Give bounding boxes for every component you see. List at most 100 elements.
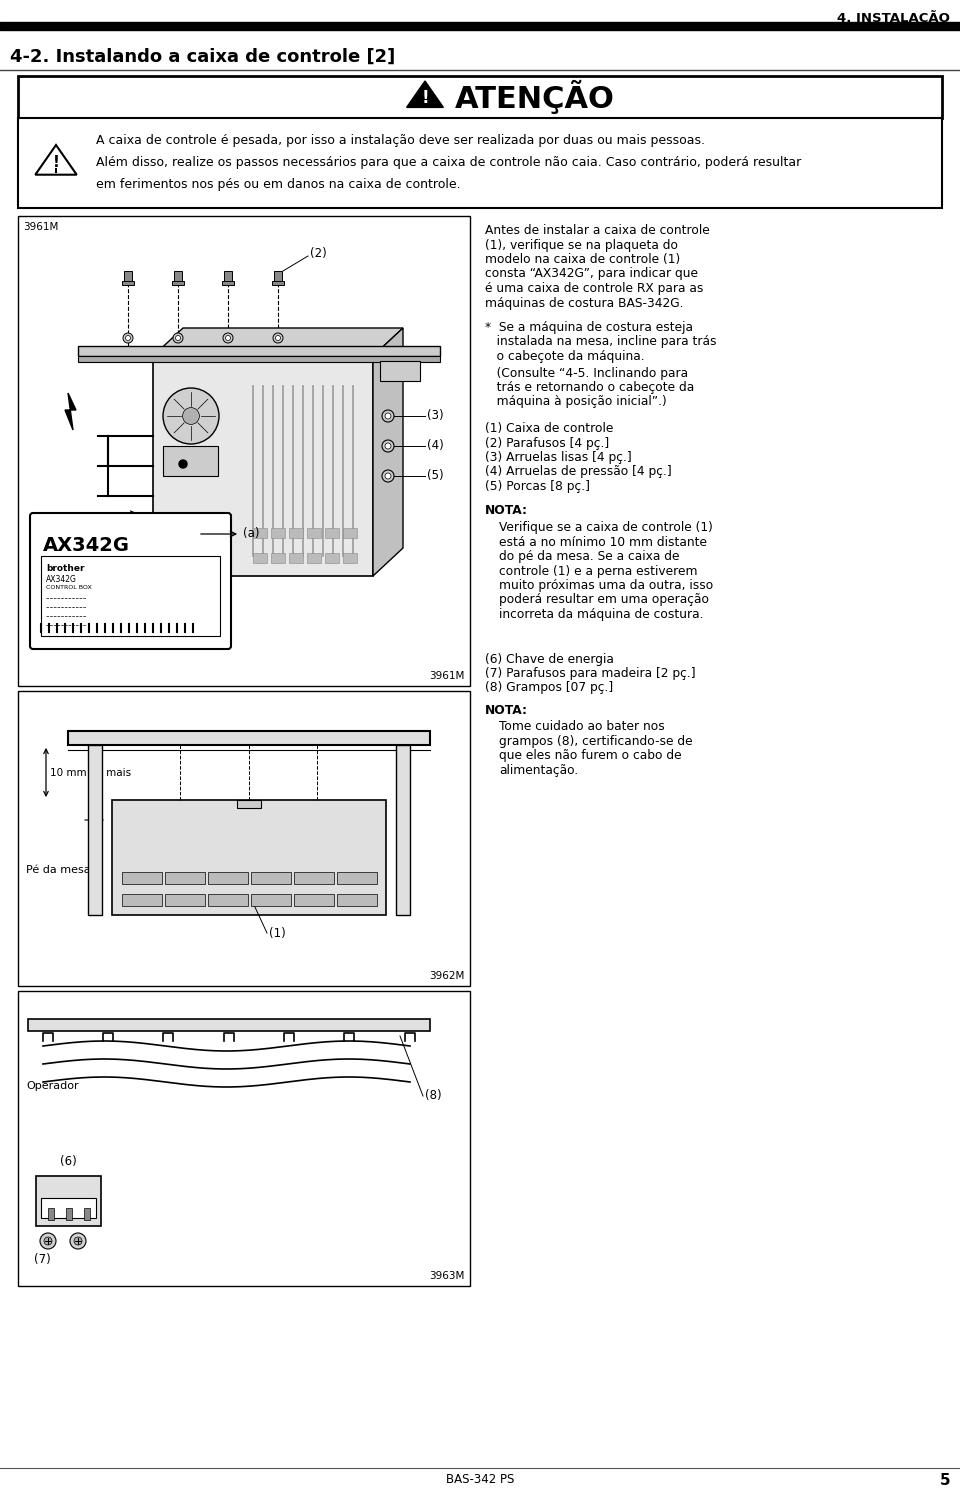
Bar	[122, 872, 162, 884]
Text: máquinas de costura BAS-342G.: máquinas de costura BAS-342G.	[485, 297, 684, 310]
Text: (3): (3)	[427, 410, 444, 422]
Bar	[48, 1208, 54, 1220]
Bar	[124, 271, 132, 283]
Bar	[271, 528, 285, 538]
Text: o cabeçote da máquina.: o cabeçote da máquina.	[485, 350, 644, 362]
Bar	[251, 872, 291, 884]
Text: está a no mínimo 10 mm distante: está a no mínimo 10 mm distante	[499, 535, 707, 549]
Bar	[271, 553, 285, 564]
Text: instalada na mesa, incline para trás: instalada na mesa, incline para trás	[485, 335, 716, 349]
Text: (6): (6)	[60, 1156, 77, 1167]
Bar	[294, 872, 334, 884]
Text: (7): (7)	[34, 1252, 51, 1266]
Text: AX342G: AX342G	[46, 576, 77, 584]
Text: NOTA:: NOTA:	[485, 504, 528, 517]
Text: Operador: Operador	[26, 1081, 79, 1091]
Circle shape	[276, 335, 280, 340]
Text: poderá resultar em uma operação: poderá resultar em uma operação	[499, 593, 709, 607]
Bar	[325, 553, 339, 564]
Text: 5: 5	[940, 1473, 950, 1488]
Text: Verifique se a caixa de controle (1): Verifique se a caixa de controle (1)	[499, 520, 713, 534]
Bar	[165, 895, 205, 907]
Text: máquina à posição inicial”.): máquina à posição inicial”.)	[485, 395, 667, 409]
Text: (Consulte “4-5. Inclinando para: (Consulte “4-5. Inclinando para	[485, 367, 688, 380]
Bar	[18, 118, 942, 209]
Bar	[78, 346, 440, 356]
Bar	[222, 280, 234, 285]
Text: 4-2. Instalando a caixa de controle [2]: 4-2. Instalando a caixa de controle [2]	[10, 48, 396, 66]
Text: (4) Arruelas de pressão [4 pç.]: (4) Arruelas de pressão [4 pç.]	[485, 465, 672, 479]
Bar	[88, 746, 102, 915]
Bar	[274, 271, 282, 283]
FancyBboxPatch shape	[30, 513, 231, 649]
Text: (2) Parafusos [4 pç.]: (2) Parafusos [4 pç.]	[485, 437, 610, 449]
Polygon shape	[65, 394, 76, 429]
Polygon shape	[407, 81, 444, 107]
Bar	[66, 1208, 72, 1220]
Circle shape	[182, 407, 200, 425]
Bar	[112, 801, 386, 915]
Bar	[28, 1018, 430, 1030]
Text: Antes de instalar a caixa de controle: Antes de instalar a caixa de controle	[485, 224, 709, 237]
Circle shape	[385, 443, 391, 449]
Bar	[41, 1197, 96, 1218]
Bar	[122, 280, 134, 285]
Bar	[18, 992, 470, 1287]
Bar	[396, 746, 410, 915]
Text: (4): (4)	[427, 440, 444, 452]
Polygon shape	[373, 328, 403, 576]
Text: muito próximas uma da outra, isso: muito próximas uma da outra, isso	[499, 579, 713, 592]
Bar	[18, 690, 470, 986]
Circle shape	[226, 335, 230, 340]
Text: grampos (8), certificando-se de: grampos (8), certificando-se de	[499, 735, 692, 748]
Text: AX342G: AX342G	[43, 535, 130, 555]
Bar	[253, 528, 267, 538]
Bar	[294, 895, 334, 907]
Bar	[251, 895, 291, 907]
Circle shape	[273, 332, 283, 343]
Text: (5) Porcas [8 pç.]: (5) Porcas [8 pç.]	[485, 480, 590, 494]
Bar	[174, 271, 182, 283]
Bar	[68, 731, 430, 746]
Bar	[325, 528, 339, 538]
Bar	[41, 556, 220, 637]
Circle shape	[382, 470, 394, 482]
Circle shape	[385, 413, 391, 419]
Text: em ferimentos nos pés ou em danos na caixa de controle.: em ferimentos nos pés ou em danos na cai…	[96, 177, 461, 191]
Bar	[307, 528, 321, 538]
Text: 3961M: 3961M	[430, 671, 465, 681]
Text: BAS-342 PS: BAS-342 PS	[445, 1473, 515, 1487]
Text: (7) Parafusos para madeira [2 pç.]: (7) Parafusos para madeira [2 pç.]	[485, 666, 696, 680]
Bar	[153, 356, 373, 576]
Text: do pé da mesa. Se a caixa de: do pé da mesa. Se a caixa de	[499, 550, 680, 564]
Text: 3962M: 3962M	[430, 971, 465, 981]
Text: NOTA:: NOTA:	[485, 704, 528, 717]
Bar	[208, 895, 248, 907]
Circle shape	[74, 1238, 82, 1245]
Text: !: !	[421, 89, 429, 107]
Bar	[163, 446, 218, 476]
Text: que eles não furem o cabo de: que eles não furem o cabo de	[499, 750, 682, 762]
Text: 3961M: 3961M	[23, 222, 59, 233]
Text: (1), verifique se na plaqueta do: (1), verifique se na plaqueta do	[485, 239, 678, 252]
Bar	[380, 361, 420, 382]
Bar	[165, 872, 205, 884]
Text: 3963M: 3963M	[430, 1270, 465, 1281]
Circle shape	[173, 332, 183, 343]
Text: (6) Chave de energia: (6) Chave de energia	[485, 653, 613, 665]
Text: ATENÇÃO: ATENÇÃO	[455, 81, 614, 115]
Text: trás e retornando o cabeçote da: trás e retornando o cabeçote da	[485, 382, 694, 394]
Bar	[289, 553, 303, 564]
Text: (8) Grampos [07 pç.]: (8) Grampos [07 pç.]	[485, 681, 613, 695]
Circle shape	[176, 335, 180, 340]
Bar	[253, 553, 267, 564]
Bar	[172, 280, 184, 285]
Circle shape	[179, 461, 187, 468]
Bar	[208, 872, 248, 884]
Text: (2): (2)	[310, 246, 326, 259]
Text: alimentação.: alimentação.	[499, 763, 578, 777]
Text: (a): (a)	[243, 528, 259, 541]
Text: !: !	[53, 155, 60, 170]
Text: (5): (5)	[427, 470, 444, 483]
Bar	[84, 1208, 90, 1220]
